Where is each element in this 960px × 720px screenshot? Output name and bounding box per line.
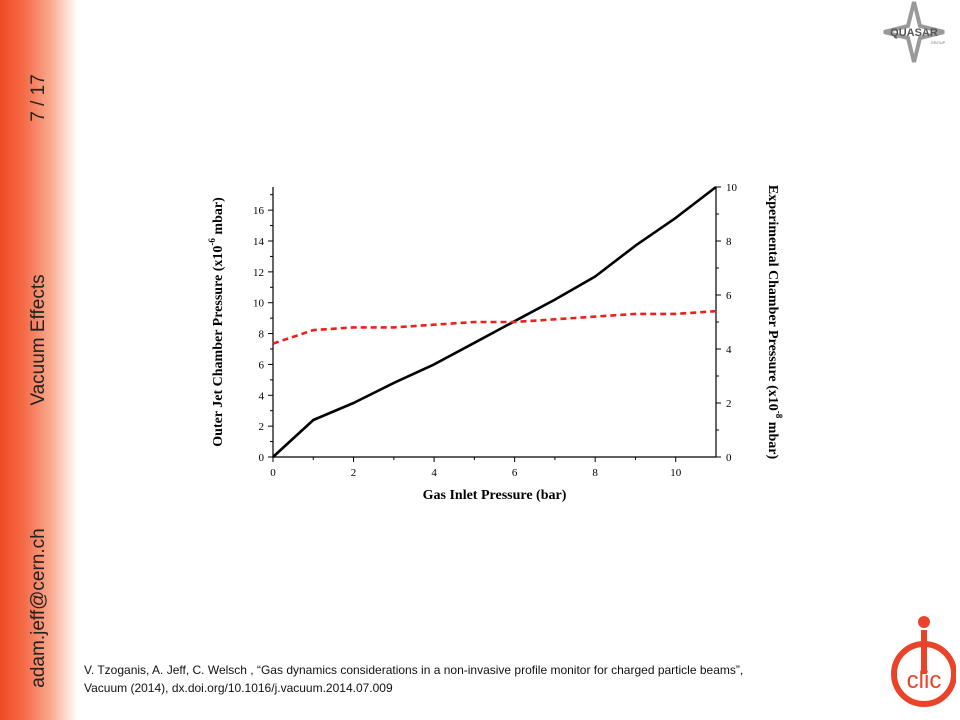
section-title: Vacuum Effects bbox=[28, 274, 49, 406]
clic-logo: clic bbox=[891, 616, 956, 707]
x-tick-label: 10 bbox=[670, 467, 682, 479]
y-right-tick-label: 4 bbox=[726, 344, 732, 356]
citation-line-1: V. Tzoganis, A. Jeff, C. Welsch , “Gas d… bbox=[84, 663, 744, 677]
y-left-axis-title-main: Outer Jet Chamber Pressure (x10 bbox=[211, 246, 226, 447]
y-right-axis-title-unit: mbar) bbox=[765, 418, 780, 459]
y-left-tick-label: 4 bbox=[259, 390, 265, 402]
citation-line-2: Vacuum (2014), dx.doi.org/10.1016/j.vacu… bbox=[84, 681, 393, 695]
y-left-tick-label: 14 bbox=[253, 236, 265, 248]
y-left-axis-title-exp: -6 bbox=[207, 238, 217, 246]
x-tick-label: 6 bbox=[512, 467, 518, 479]
y-left-tick-label: 6 bbox=[259, 359, 265, 371]
chart-axes: 0 2 4 6 8 10 0 2 4 6 8 10 12 14 16 0 2 4 6 8 10 bbox=[253, 182, 738, 479]
citation: V. Tzoganis, A. Jeff, C. Welsch , “Gas d… bbox=[84, 661, 904, 697]
author-email: adam.jeff@cern.ch bbox=[28, 528, 49, 688]
experimental-chamber-series-line bbox=[272, 309, 717, 345]
y-right-axis-title-main: Experimental Chamber Pressure (x10 bbox=[765, 185, 780, 411]
clic-logo-text: clic bbox=[907, 667, 942, 694]
quasar-star-icon bbox=[883, 1, 945, 63]
y-right-tick-label: 10 bbox=[726, 182, 738, 194]
y-right-axis-title-exp: -8 bbox=[774, 411, 784, 419]
y-right-tick-label: 6 bbox=[726, 290, 732, 302]
y-left-tick-label: 12 bbox=[253, 267, 264, 279]
y-left-tick-label: 10 bbox=[253, 298, 265, 310]
x-axis-title: Gas Inlet Pressure (bar) bbox=[423, 488, 567, 503]
x-tick-label: 0 bbox=[270, 467, 276, 479]
sidebar: 7 / 17 Vacuum Effects adam.jeff@cern.ch bbox=[0, 0, 78, 720]
y-left-axis-title: Outer Jet Chamber Pressure (x10-6 mbar) bbox=[207, 197, 226, 447]
chart: 0 2 4 6 8 10 0 2 4 6 8 10 12 14 16 0 2 4 6 8 10 Gas Inlet Pr… bbox=[196, 170, 796, 510]
clic-dot-icon bbox=[918, 616, 930, 628]
y-left-tick-label: 8 bbox=[259, 329, 265, 341]
y-right-tick-label: 8 bbox=[726, 236, 732, 248]
page-number: 7 / 17 bbox=[28, 74, 49, 122]
y-left-tick-label: 2 bbox=[259, 421, 265, 433]
y-right-axis-title: Experimental Chamber Pressure (x10-8 mba… bbox=[765, 185, 784, 460]
quasar-logo-text: QUASAR bbox=[890, 27, 938, 39]
y-left-tick-label: 16 bbox=[253, 205, 265, 217]
x-tick-label: 2 bbox=[351, 467, 357, 479]
y-right-tick-label: 2 bbox=[726, 398, 732, 410]
y-right-tick-label: 0 bbox=[726, 452, 732, 464]
quasar-logo: QUASAR GROUP bbox=[883, 1, 946, 63]
y-left-axis-title-unit: mbar) bbox=[211, 197, 226, 238]
chart-series-layer bbox=[272, 185, 717, 458]
quasar-logo-subtext: GROUP bbox=[931, 40, 946, 45]
chart-svg: 0 2 4 6 8 10 0 2 4 6 8 10 12 14 16 0 2 4 6 8 10 Gas Inlet Pr… bbox=[207, 182, 784, 503]
x-tick-label: 8 bbox=[592, 467, 598, 479]
clic-stem-icon bbox=[921, 630, 927, 674]
x-tick-label: 4 bbox=[431, 467, 437, 479]
outer-jet-chamber-series-line bbox=[272, 185, 717, 458]
y-left-tick-label: 0 bbox=[259, 452, 265, 464]
